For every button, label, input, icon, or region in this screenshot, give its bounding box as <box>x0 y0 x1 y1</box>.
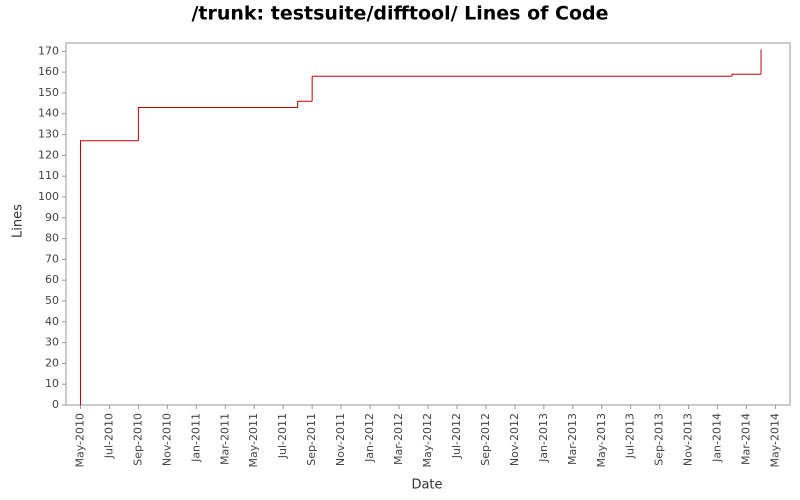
x-tick-label: May-2013 <box>595 413 608 468</box>
y-tick-label: 70 <box>45 252 59 265</box>
y-tick-label: 100 <box>38 190 59 203</box>
x-tick-label: Jul-2011 <box>276 413 289 459</box>
y-tick-label: 60 <box>45 273 59 286</box>
x-tick-label: May-2014 <box>769 413 782 468</box>
x-tick-label: Jul-2010 <box>102 413 115 459</box>
x-tick-label: Mar-2013 <box>566 413 579 465</box>
x-tick-label: Jan-2012 <box>363 413 376 463</box>
y-tick-label: 20 <box>45 356 59 369</box>
x-tick-label: Sep-2012 <box>479 413 492 466</box>
x-tick-label: May-2010 <box>73 413 86 468</box>
y-tick-label: 170 <box>38 44 59 57</box>
y-tick-label: 40 <box>45 315 59 328</box>
x-tick-label: Nov-2012 <box>508 413 521 466</box>
y-tick-label: 140 <box>38 107 59 120</box>
step-line <box>311 75 733 102</box>
y-tick-label: 50 <box>45 294 59 307</box>
x-tick-label: Jul-2013 <box>624 413 637 459</box>
y-tick-label: 160 <box>38 65 59 78</box>
y-tick-label: 0 <box>52 398 59 411</box>
x-tick-label: Mar-2011 <box>218 413 231 465</box>
step-line <box>79 140 139 154</box>
x-tick-label: Sep-2013 <box>653 413 666 466</box>
y-tick-label: 150 <box>38 86 59 99</box>
y-tick-label: 130 <box>38 128 59 141</box>
step-line <box>297 100 313 108</box>
x-tick-label: Jan-2014 <box>711 413 724 463</box>
x-tick-label: May-2011 <box>247 413 260 468</box>
y-tick-label: 120 <box>38 148 59 161</box>
step-line <box>731 73 762 77</box>
x-tick-label: Jan-2013 <box>537 413 550 463</box>
x-tick-label: Nov-2010 <box>160 413 173 466</box>
step-line <box>137 106 298 110</box>
x-tick-label: Sep-2010 <box>131 413 144 466</box>
x-axis-title: Date <box>411 478 442 493</box>
y-tick-label: 10 <box>45 377 59 390</box>
x-tick-label: Jan-2011 <box>189 413 202 463</box>
y-tick-label: 80 <box>45 232 59 245</box>
x-tick-label: Sep-2011 <box>305 413 318 466</box>
y-axis-title: Lines <box>11 204 26 238</box>
x-tick-label: Nov-2013 <box>682 413 695 466</box>
x-tick-label: Nov-2011 <box>334 413 347 466</box>
chart-title: /trunk: testsuite/difftool/ Lines of Cod… <box>191 3 608 25</box>
y-tick-label: 30 <box>45 336 59 349</box>
y-tick-label: 110 <box>38 169 59 182</box>
x-tick-label: Mar-2012 <box>392 413 405 465</box>
x-tick-label: Mar-2014 <box>740 413 753 465</box>
y-tick-label: 90 <box>45 211 59 224</box>
x-tick-label: Jul-2012 <box>450 413 463 459</box>
x-tick-label: May-2012 <box>421 413 434 468</box>
plot-area <box>65 42 791 406</box>
